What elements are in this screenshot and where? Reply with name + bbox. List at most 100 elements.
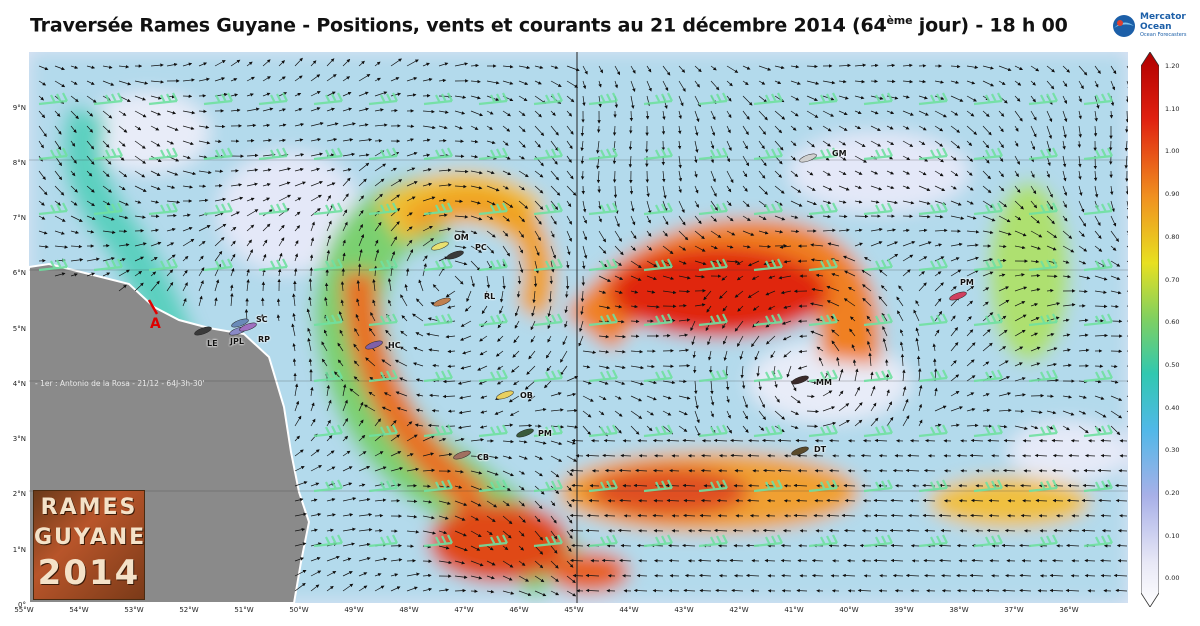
current-arrow xyxy=(182,62,193,67)
current-arrow xyxy=(732,528,744,533)
boat-label: RP xyxy=(258,335,271,344)
current-arrows xyxy=(38,57,1128,597)
current-arrow xyxy=(1062,95,1067,105)
current-arrow xyxy=(422,196,436,202)
current-arrow xyxy=(310,137,321,142)
current-arrow xyxy=(918,140,926,145)
current-arrow xyxy=(934,110,947,118)
current-arrow xyxy=(1109,110,1114,119)
current-arrow xyxy=(956,573,968,578)
current-arrow xyxy=(923,558,936,563)
current-arrow xyxy=(758,170,766,179)
current-arrow xyxy=(790,64,800,69)
current-arrow xyxy=(806,200,817,206)
current-arrow xyxy=(1062,65,1071,73)
current-arrow xyxy=(502,64,514,69)
current-arrow xyxy=(774,185,785,194)
colorbar-tick-label: 0.10 xyxy=(1165,531,1180,540)
current-arrow xyxy=(604,468,616,473)
current-arrow xyxy=(246,197,255,202)
current-arrow xyxy=(918,95,928,100)
current-arrow xyxy=(678,185,682,194)
lon-label: 51°W xyxy=(234,606,254,614)
boat-label: GM xyxy=(832,149,847,158)
current-arrow xyxy=(694,140,699,153)
current-arrow xyxy=(1062,125,1067,139)
current-arrow xyxy=(630,200,635,212)
current-arrow xyxy=(678,65,686,73)
current-arrow xyxy=(886,79,896,84)
current-arrow xyxy=(358,60,365,67)
current-arrow xyxy=(486,185,500,192)
current-arrow xyxy=(422,168,432,172)
current-arrow xyxy=(662,80,669,92)
current-arrow xyxy=(806,185,816,191)
current-arrow xyxy=(652,438,664,443)
current-arrow xyxy=(797,558,808,563)
current-arrow xyxy=(1052,468,1064,473)
current-arrow xyxy=(454,199,463,204)
lat-label: 3°N xyxy=(12,435,26,443)
current-arrow xyxy=(629,185,634,195)
current-arrow xyxy=(470,63,479,68)
current-arrow xyxy=(982,200,994,208)
current-arrow xyxy=(70,185,78,193)
current-arrow xyxy=(566,110,573,117)
current-arrow xyxy=(198,109,207,114)
current-arrow xyxy=(710,140,715,150)
current-arrow xyxy=(246,182,258,187)
current-arrow xyxy=(780,558,792,563)
current-arrow xyxy=(262,123,271,128)
current-arrow xyxy=(966,125,978,135)
current-arrow xyxy=(998,65,1012,72)
current-arrow xyxy=(988,513,1000,518)
current-arrow xyxy=(1094,65,1101,74)
current-arrow xyxy=(747,453,760,458)
current-arrow xyxy=(806,140,815,148)
current-arrow xyxy=(811,573,824,578)
current-arrow xyxy=(908,513,920,518)
current-arrow xyxy=(310,194,322,202)
current-arrow xyxy=(326,58,335,67)
current-arrow xyxy=(902,110,914,116)
current-arrow xyxy=(950,140,961,149)
current-arrow xyxy=(998,140,1004,149)
current-arrow xyxy=(764,558,776,563)
current-arrow xyxy=(678,200,685,214)
current-arrow xyxy=(422,62,430,67)
colorbar xyxy=(1141,52,1159,607)
current-arrow xyxy=(294,57,303,67)
current-arrow xyxy=(742,185,748,192)
current-arrow xyxy=(966,80,976,85)
current-arrow xyxy=(38,95,45,101)
current-arrow xyxy=(612,125,617,136)
current-arrow xyxy=(580,170,585,180)
current-arrow xyxy=(326,168,336,172)
boat-label: PM xyxy=(538,429,552,438)
current-arrow xyxy=(838,63,851,68)
current-arrow xyxy=(550,110,556,117)
colorbar-tick-label: 0.40 xyxy=(1165,403,1180,412)
current-arrow xyxy=(374,61,381,67)
current-arrow xyxy=(358,195,365,202)
current-arrow xyxy=(358,91,369,97)
current-arrow xyxy=(1014,125,1019,132)
current-arrow xyxy=(758,95,768,103)
current-arrow xyxy=(486,200,496,206)
current-arrow xyxy=(582,200,587,213)
current-arrow xyxy=(566,155,572,163)
current-arrow xyxy=(262,168,272,172)
current-arrow xyxy=(534,185,544,194)
current-arrow xyxy=(1094,304,1108,309)
current-arrow xyxy=(854,95,865,100)
current-arrow xyxy=(582,80,587,90)
current-arrow xyxy=(742,110,750,120)
current-arrow xyxy=(829,468,840,473)
current-arrow xyxy=(1078,200,1085,213)
current-arrow xyxy=(982,65,994,70)
current-arrow xyxy=(422,125,436,130)
current-arrow xyxy=(342,76,351,82)
current-arrow xyxy=(870,63,879,68)
current-arrow xyxy=(406,59,419,67)
boat-label: SC xyxy=(256,315,268,324)
